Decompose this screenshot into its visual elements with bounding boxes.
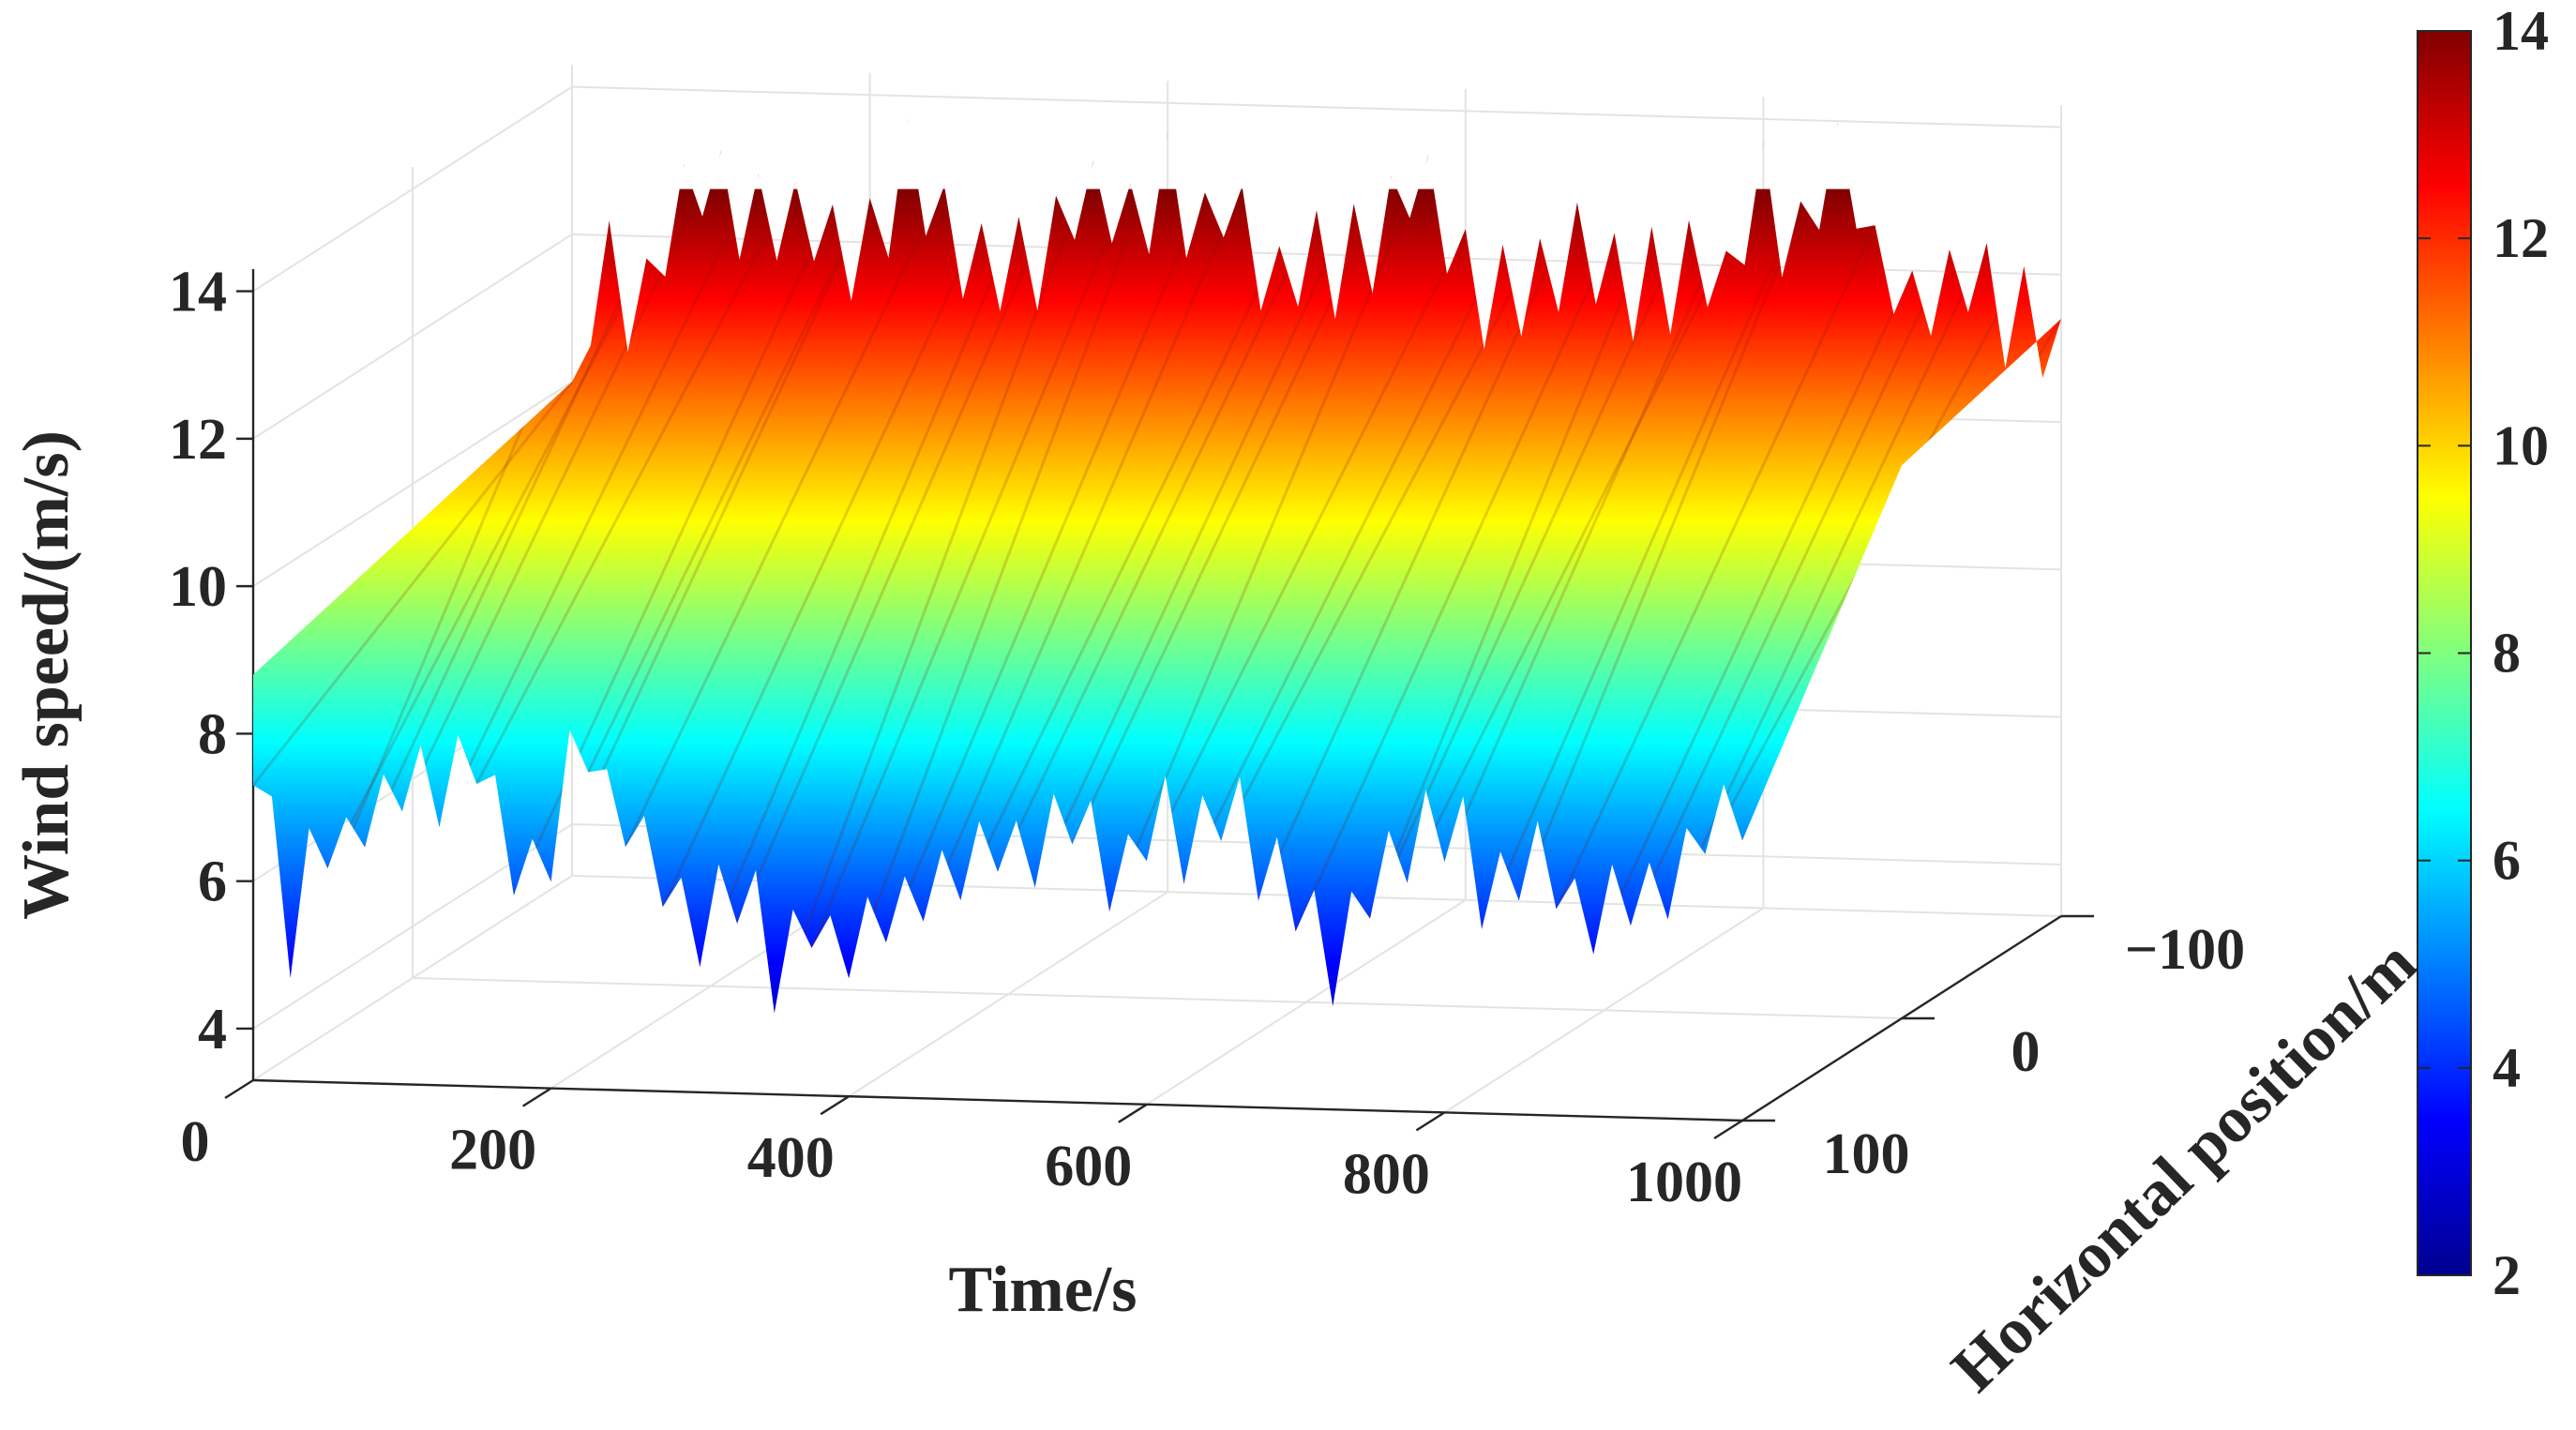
surface-ridge <box>1219 237 1542 842</box>
y-tick-label: 0 <box>2011 1020 2041 1084</box>
surface-ridge <box>810 182 1132 949</box>
x-tick-mark <box>224 1078 254 1100</box>
y-axis-title: Horizontal position/m <box>1938 927 2431 1407</box>
x-tick-label: 200 <box>449 1119 536 1182</box>
surface-ridge <box>773 159 1095 1014</box>
colorbar-tick-label: 12 <box>2493 207 2549 269</box>
colorbar-tick-label: 4 <box>2493 1037 2521 1099</box>
surface-ridge <box>996 209 1318 873</box>
grid-line <box>412 977 1903 1019</box>
surface-ridge <box>1629 248 1951 926</box>
surface-ridge <box>438 172 760 828</box>
colorbar-tick-label: 10 <box>2493 414 2549 476</box>
x-tick-label: 800 <box>1343 1142 1430 1206</box>
surface-ridge <box>1368 219 1691 920</box>
y-tick-label: −100 <box>2125 918 2245 982</box>
x-axis-title: Time/s <box>949 1254 1137 1326</box>
surface-ridge <box>1033 203 1356 889</box>
x-tick-label: 600 <box>1045 1135 1132 1198</box>
surface-ridge <box>1145 228 1468 862</box>
z-tick-label: 8 <box>198 702 227 766</box>
x-tick-mark <box>1415 1111 1446 1132</box>
colorbar-tick-label: 8 <box>2493 623 2521 685</box>
z-tick-label: 14 <box>169 261 227 324</box>
surface-ridge <box>624 185 946 848</box>
surface-ridge <box>958 245 1281 901</box>
y-tick-label: 100 <box>1823 1122 1910 1186</box>
colorbar: 2 4 6 8 10 12 14 <box>2417 0 2549 1306</box>
surface-ridge <box>922 185 1243 923</box>
z-tick-label: 6 <box>198 850 227 914</box>
surface-ridge <box>326 257 648 869</box>
surface-ridge <box>253 381 574 787</box>
surface-ridge <box>661 222 984 908</box>
z-tick-label: 10 <box>169 555 227 619</box>
colorbar-tick-label: 14 <box>2493 0 2549 62</box>
x-tick-label: 400 <box>747 1126 835 1190</box>
surface-ridge <box>1591 269 1914 956</box>
x-tick-mark <box>521 1087 552 1107</box>
colorbar-tick-label: 6 <box>2493 830 2521 892</box>
colorbar-ticks: 2 4 6 8 10 12 14 <box>2418 0 2549 1306</box>
surface-ridge <box>884 191 1207 943</box>
x-tick-label: 0 <box>181 1110 210 1174</box>
surface-ridge <box>550 197 871 883</box>
surface-ridge <box>735 195 1058 925</box>
surface-ridge <box>1183 244 1504 885</box>
z-axis-title: Wind speed/(m/s) <box>10 430 83 920</box>
surface-ridge <box>1107 153 1430 912</box>
surface-ridge <box>1480 200 1802 930</box>
surface-ridge <box>1555 224 1876 911</box>
z-tick-label: 4 <box>198 998 227 1061</box>
surface-ridge <box>1294 232 1616 932</box>
surface-ridge <box>699 216 1020 968</box>
z-tick-label: 12 <box>169 408 227 472</box>
x-axis-line <box>252 1078 1743 1122</box>
colorbar-tick-label: 2 <box>2493 1244 2521 1306</box>
x-tick-label: 1000 <box>1626 1151 1742 1214</box>
tick-labels: 4 6 8 10 12 14 0 200 400 600 800 1000 −100 0 100 <box>169 261 2245 1214</box>
grid-line <box>571 85 2062 128</box>
x-tick-mark <box>820 1095 850 1116</box>
surface-ridge <box>475 180 797 785</box>
surface-ridge <box>847 131 1169 979</box>
x-tick-mark <box>1118 1103 1148 1123</box>
x-tick-mark <box>1713 1119 1743 1140</box>
surface-ridge <box>1406 249 1728 884</box>
